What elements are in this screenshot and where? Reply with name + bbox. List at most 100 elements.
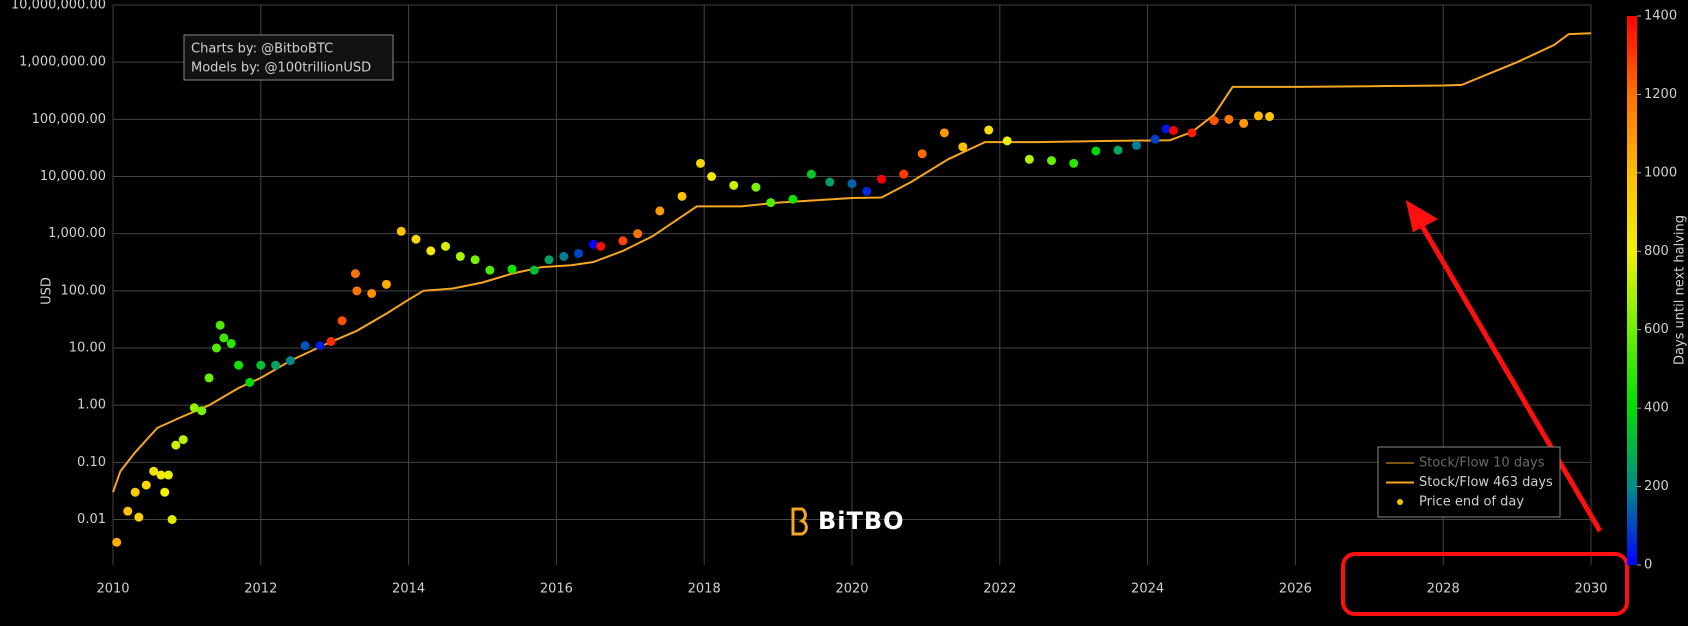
price-point xyxy=(171,440,181,450)
colorbar-tick-label: 0 xyxy=(1644,558,1652,573)
price-point xyxy=(134,512,144,522)
price-point xyxy=(215,320,225,330)
price-point xyxy=(958,142,968,152)
price-point xyxy=(219,333,229,343)
price-point xyxy=(426,246,436,256)
legend-swatch xyxy=(1397,499,1403,505)
price-point xyxy=(1265,112,1275,122)
price-point xyxy=(529,265,539,275)
y-tick-label: 100,000.00 xyxy=(32,112,106,127)
price-point xyxy=(234,360,244,370)
price-point xyxy=(655,206,665,216)
annotation-line: Charts by: @BitboBTC xyxy=(191,42,333,57)
y-tick-label: 1,000.00 xyxy=(48,226,106,241)
price-point xyxy=(350,269,360,279)
x-tick-label: 2022 xyxy=(983,582,1016,597)
price-point xyxy=(788,194,798,204)
price-point xyxy=(141,480,151,490)
arrow-shaft xyxy=(1415,217,1603,533)
x-tick-label: 2016 xyxy=(540,582,573,597)
grid: 2010 2012 2014 2016 2018 2020 2022 2024 2026 2028… xyxy=(11,0,1608,597)
y-axis-title: USD xyxy=(40,277,55,305)
price-point xyxy=(245,377,255,387)
price-point xyxy=(326,336,336,346)
price-point xyxy=(470,255,480,265)
price-point xyxy=(178,435,188,445)
price-point xyxy=(1002,136,1012,146)
colorbar-tick-label: 600 xyxy=(1644,322,1669,337)
colorbar-title: Days until next halving xyxy=(1673,215,1688,365)
logo: BiTBO xyxy=(818,507,905,535)
price-point xyxy=(899,169,909,179)
x-tick-label: 2012 xyxy=(244,582,277,597)
colorbar-tick-label: 200 xyxy=(1644,479,1669,494)
price-point xyxy=(825,177,835,187)
price-point xyxy=(596,241,606,251)
x-tick-label: 2014 xyxy=(392,582,425,597)
price-point xyxy=(1091,146,1101,156)
price-point xyxy=(1047,156,1057,166)
price-point xyxy=(337,316,347,326)
colorbar xyxy=(1627,16,1637,565)
arrow-head xyxy=(1405,199,1439,233)
colorbar-tick-label: 1400 xyxy=(1644,9,1677,24)
price-point xyxy=(204,373,214,383)
price-point xyxy=(1132,140,1142,150)
x-tick-label: 2026 xyxy=(1279,582,1312,597)
price-point xyxy=(862,186,872,196)
price-point xyxy=(1069,158,1079,168)
price-point xyxy=(130,487,140,497)
overlay: Charts by: @BitboBTC Models by: @100tril… xyxy=(40,34,1629,616)
price-point xyxy=(156,470,166,480)
price-point xyxy=(300,341,310,351)
price-point xyxy=(455,251,465,261)
colorbar-tick-label: 1200 xyxy=(1644,87,1677,102)
legend-label: Price end of day xyxy=(1419,495,1524,510)
price-point xyxy=(877,174,887,184)
legend-label: Stock/Flow 463 days xyxy=(1419,475,1553,490)
price-point xyxy=(507,264,517,274)
y-tick-label: 10.00 xyxy=(69,341,106,356)
price-point xyxy=(917,149,927,159)
price-point xyxy=(847,179,857,189)
price-point xyxy=(729,180,739,190)
y-tick-label: 10,000.00 xyxy=(40,169,106,184)
price-point xyxy=(1187,128,1197,138)
price-point xyxy=(766,198,776,208)
y-tick-label: 0.10 xyxy=(77,455,106,470)
price-point xyxy=(352,286,362,296)
price-point xyxy=(751,182,761,192)
price-point xyxy=(381,279,391,289)
price-point xyxy=(984,125,994,135)
price-point xyxy=(396,226,406,236)
price-point xyxy=(633,229,643,239)
price-point xyxy=(677,191,687,201)
price-point xyxy=(1209,116,1219,126)
price-point xyxy=(1150,134,1160,144)
price-point xyxy=(707,172,717,182)
y-tick-label: 0.01 xyxy=(77,512,106,527)
price-point xyxy=(411,234,421,244)
x-tick-label: 2020 xyxy=(835,582,868,597)
y-tick-label: 100.00 xyxy=(61,283,107,298)
price-point xyxy=(559,251,569,261)
price-point xyxy=(285,356,295,366)
price-point xyxy=(256,360,266,370)
price-point xyxy=(197,406,207,416)
x-tick-label: 2030 xyxy=(1574,582,1607,597)
price-point xyxy=(806,169,816,179)
price-point xyxy=(149,466,159,476)
y-tick-label: 1.00 xyxy=(77,398,106,413)
price-point xyxy=(441,241,451,251)
y-tick-label: 10,000,000.00 xyxy=(11,0,106,13)
price-point xyxy=(163,470,173,480)
plot-area xyxy=(112,32,1592,547)
price-point xyxy=(696,158,706,168)
price-point xyxy=(123,506,133,516)
price-point xyxy=(1224,114,1234,124)
price-point xyxy=(618,236,628,246)
x-tick-label: 2024 xyxy=(1131,582,1164,597)
x-tick-label: 2018 xyxy=(688,582,721,597)
x-tick-label: 2028 xyxy=(1427,582,1460,597)
price-point xyxy=(167,515,177,525)
